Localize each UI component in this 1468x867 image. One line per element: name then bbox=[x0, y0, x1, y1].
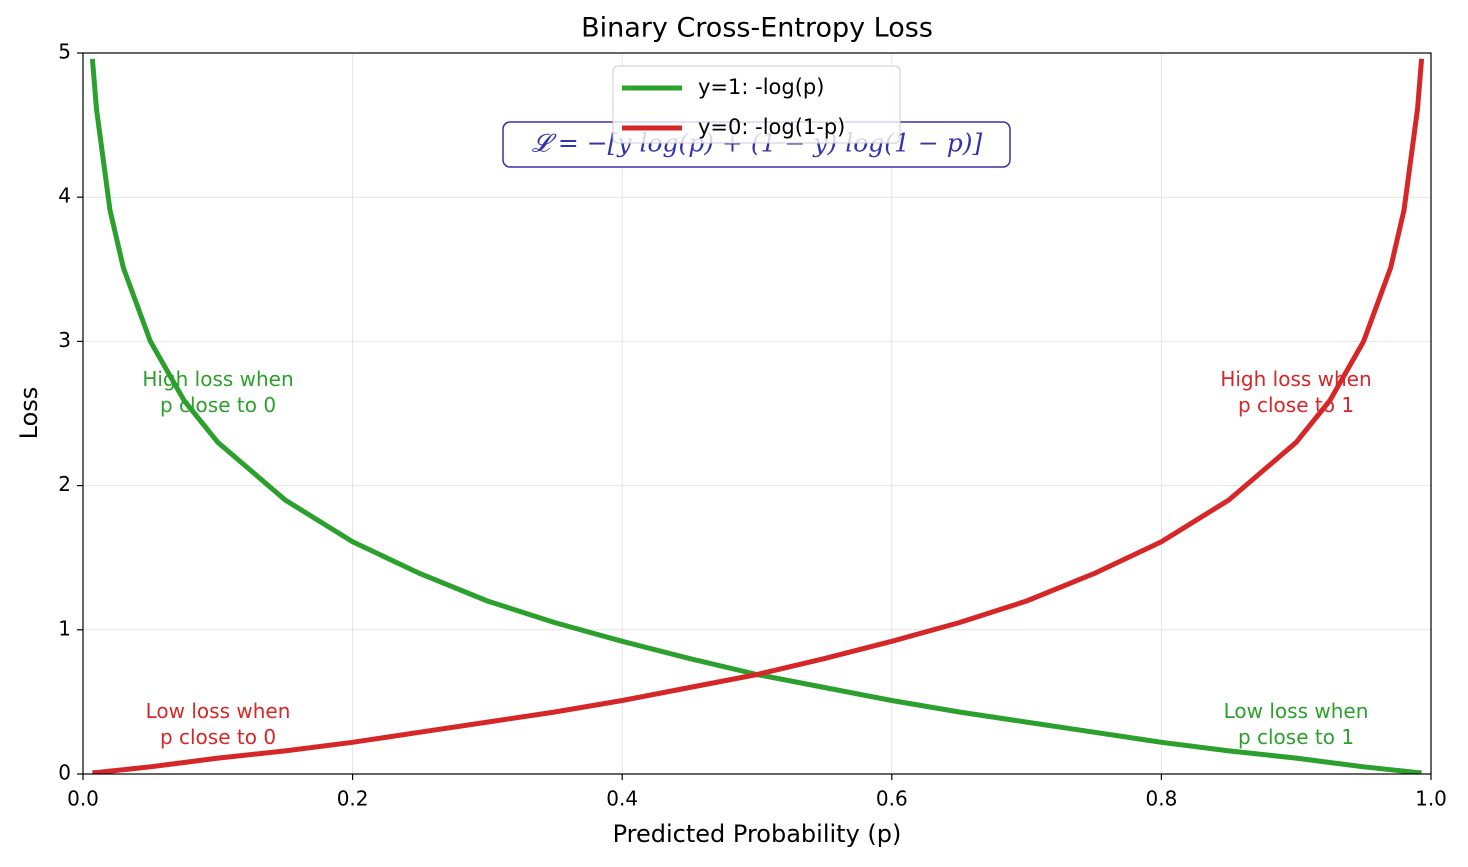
x-tick-label: 0.2 bbox=[337, 787, 369, 811]
annotation-line: High loss when bbox=[142, 367, 293, 391]
chart-title: Binary Cross-Entropy Loss bbox=[581, 13, 933, 44]
y-tick-label: 3 bbox=[58, 328, 71, 352]
x-tick-label: 0.8 bbox=[1145, 787, 1177, 811]
annotation: Low loss when p close to 0 bbox=[146, 699, 291, 749]
annotation-line: Low loss when bbox=[146, 699, 291, 723]
annotation: Low loss when p close to 1 bbox=[1224, 699, 1369, 749]
line-series bbox=[92, 58, 1425, 774]
y-tick-label: 0 bbox=[58, 761, 71, 785]
y-tick-label: 2 bbox=[58, 472, 71, 496]
x-tick-label: 0.6 bbox=[876, 787, 908, 811]
x-tick-label: 1.0 bbox=[1415, 787, 1447, 811]
annotation-line: High loss when bbox=[1220, 367, 1371, 391]
annotation: High loss when p close to 1 bbox=[1220, 367, 1371, 417]
annotation-line: p close to 0 bbox=[160, 393, 276, 417]
x-axis-label: Predicted Probability (p) bbox=[613, 820, 902, 848]
legend-box bbox=[612, 65, 901, 144]
annotation-line: p close to 0 bbox=[160, 725, 276, 749]
y-tick-label: 5 bbox=[58, 40, 71, 64]
y-tick-label: 1 bbox=[58, 616, 71, 640]
x-tick-label: 0.4 bbox=[606, 787, 638, 811]
annotation-line: Low loss when bbox=[1224, 699, 1369, 723]
annotation-line: p close to 1 bbox=[1238, 725, 1354, 749]
legend-label: y=0: -log(1-p) bbox=[698, 115, 845, 139]
legend-label: y=1: -log(p) bbox=[698, 75, 824, 99]
y-axis-label: Loss bbox=[15, 387, 43, 440]
y-tick-label: 4 bbox=[58, 184, 71, 208]
x-tick-label: 0.0 bbox=[67, 787, 99, 811]
annotation: High loss when p close to 0 bbox=[142, 367, 293, 417]
annotation-line: p close to 1 bbox=[1238, 393, 1354, 417]
plot-frame bbox=[82, 52, 1432, 775]
